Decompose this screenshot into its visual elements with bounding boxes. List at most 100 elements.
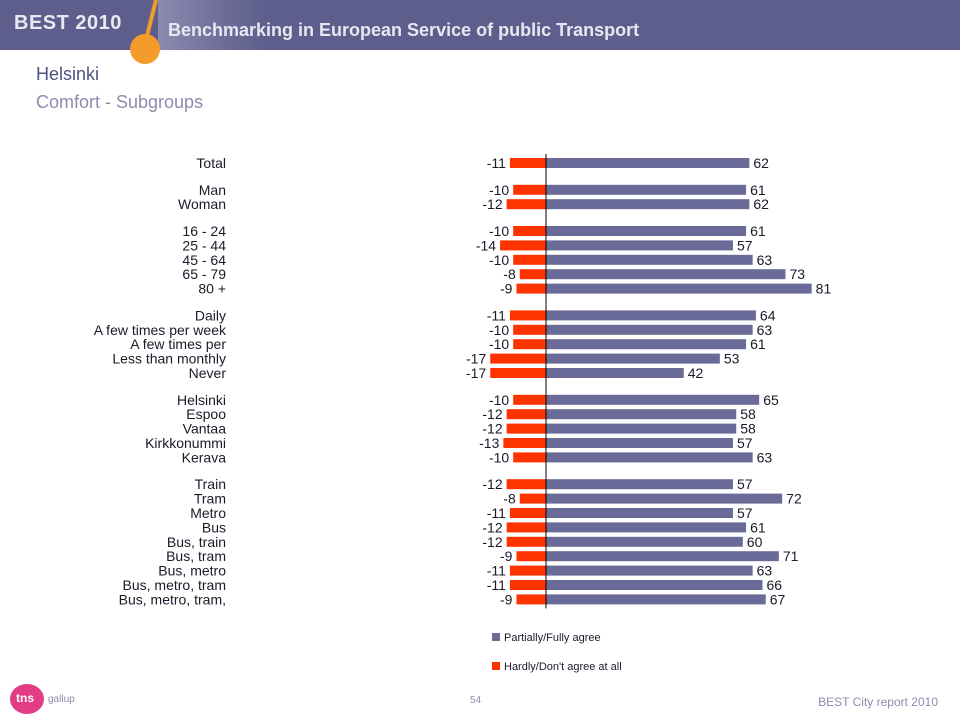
value-label-disagree: -12 — [482, 476, 502, 492]
value-label-disagree: -9 — [500, 591, 513, 607]
bar-agree — [546, 254, 753, 265]
value-label-disagree: -12 — [482, 519, 502, 535]
value-label-agree: 67 — [770, 591, 786, 607]
value-label-agree: 63 — [757, 252, 773, 268]
bar-agree — [546, 269, 786, 280]
bar-agree — [546, 310, 756, 321]
value-label-agree: 57 — [737, 505, 753, 521]
bar-agree — [546, 353, 720, 364]
bar-disagree — [506, 479, 546, 490]
value-label-disagree: -10 — [489, 223, 509, 239]
value-label-disagree: -9 — [500, 281, 513, 297]
bar-agree — [546, 522, 747, 533]
bar-disagree — [513, 184, 546, 195]
bar-agree — [546, 438, 733, 448]
bar-agree — [546, 240, 733, 251]
value-label-agree: 61 — [750, 519, 766, 535]
value-label-agree: 71 — [783, 548, 799, 564]
value-label-disagree: -17 — [466, 351, 486, 367]
value-label-disagree: -12 — [482, 406, 502, 422]
bar-disagree — [509, 565, 546, 576]
bar-disagree — [490, 353, 546, 364]
value-label-agree: 81 — [816, 281, 832, 297]
tns-gallup-logo: tns gallup — [10, 684, 80, 714]
category-label: Metro — [190, 505, 226, 521]
bar-disagree — [513, 324, 546, 335]
bar-agree — [546, 158, 750, 168]
bar-agree — [546, 199, 750, 210]
value-label-disagree: -11 — [487, 505, 506, 521]
header-photo — [158, 0, 268, 50]
bar-disagree — [509, 508, 546, 518]
bar-disagree — [490, 368, 546, 378]
category-label: 65 - 79 — [182, 266, 226, 282]
value-label-agree: 53 — [724, 351, 740, 367]
bar-agree — [546, 452, 753, 463]
legend-label: Hardly/Don't agree at all — [504, 661, 622, 673]
bar-agree — [546, 594, 766, 605]
orange-accent-line — [144, 0, 158, 41]
bar-disagree — [500, 240, 546, 251]
value-label-disagree: -10 — [489, 392, 509, 408]
bar-agree — [546, 283, 812, 294]
report-name: BEST City report 2010 — [818, 695, 938, 709]
bar-agree — [546, 565, 753, 576]
page-number: 54 — [470, 695, 482, 706]
comfort-chart: Total 62 -11 Man 61 -10 Woman 62 -12 16 - 24 61 -10… — [94, 154, 832, 673]
value-label-agree: 62 — [753, 155, 769, 171]
category-label: 25 - 44 — [182, 237, 226, 253]
value-label-agree: 61 — [750, 336, 766, 352]
value-label-agree: 65 — [763, 392, 779, 408]
value-label-agree: 42 — [688, 365, 704, 381]
bar-disagree — [519, 493, 546, 504]
value-label-disagree: -13 — [479, 435, 499, 451]
value-label-agree: 62 — [753, 196, 769, 212]
bar-disagree — [506, 423, 546, 434]
page-subtitle: Comfort - Subgroups — [36, 92, 204, 112]
bar-agree — [546, 423, 737, 434]
category-label: Daily — [195, 307, 226, 323]
bar-disagree — [506, 536, 546, 547]
bar-agree — [546, 508, 733, 518]
category-label: Kerava — [182, 449, 227, 465]
legend-swatch — [492, 633, 500, 641]
value-label-agree: 66 — [766, 577, 782, 593]
value-label-disagree: -10 — [489, 252, 509, 268]
category-label: Man — [199, 182, 226, 198]
category-label: Never — [189, 365, 227, 381]
category-label: 80 + — [198, 281, 226, 297]
value-label-disagree: -12 — [482, 534, 502, 550]
logo-main: tns — [16, 691, 34, 705]
bar-disagree — [513, 339, 546, 350]
bar-agree — [546, 580, 763, 590]
category-label: Bus — [202, 519, 226, 535]
bar-agree — [546, 479, 733, 490]
value-label-disagree: -12 — [482, 196, 502, 212]
value-label-disagree: -10 — [489, 449, 509, 465]
category-label: 16 - 24 — [182, 223, 226, 239]
value-label-agree: 73 — [789, 266, 805, 282]
bar-disagree — [506, 199, 546, 210]
bar-disagree — [516, 594, 546, 605]
bar-agree — [546, 339, 747, 350]
value-label-agree: 64 — [760, 307, 776, 323]
category-label: A few times per — [130, 336, 226, 352]
bar-disagree — [513, 226, 546, 236]
value-label-disagree: -11 — [487, 155, 506, 171]
value-label-disagree: -11 — [487, 577, 506, 593]
bar-agree — [546, 394, 760, 405]
value-label-disagree: -14 — [476, 237, 496, 253]
category-label: Helsinki — [177, 392, 226, 408]
bar-disagree — [506, 409, 546, 420]
value-label-disagree: -10 — [489, 182, 509, 198]
value-label-agree: 57 — [737, 435, 753, 451]
bar-disagree — [513, 254, 546, 265]
value-label-agree: 61 — [750, 182, 766, 198]
value-label-disagree: -8 — [503, 266, 516, 282]
value-label-agree: 58 — [740, 406, 756, 422]
bar-agree — [546, 324, 753, 335]
value-label-disagree: -12 — [482, 421, 502, 437]
category-label: Bus, metro, tram, — [119, 591, 226, 607]
value-label-disagree: -10 — [489, 322, 509, 338]
header-headline: Benchmarking in European Service of publ… — [168, 20, 640, 40]
